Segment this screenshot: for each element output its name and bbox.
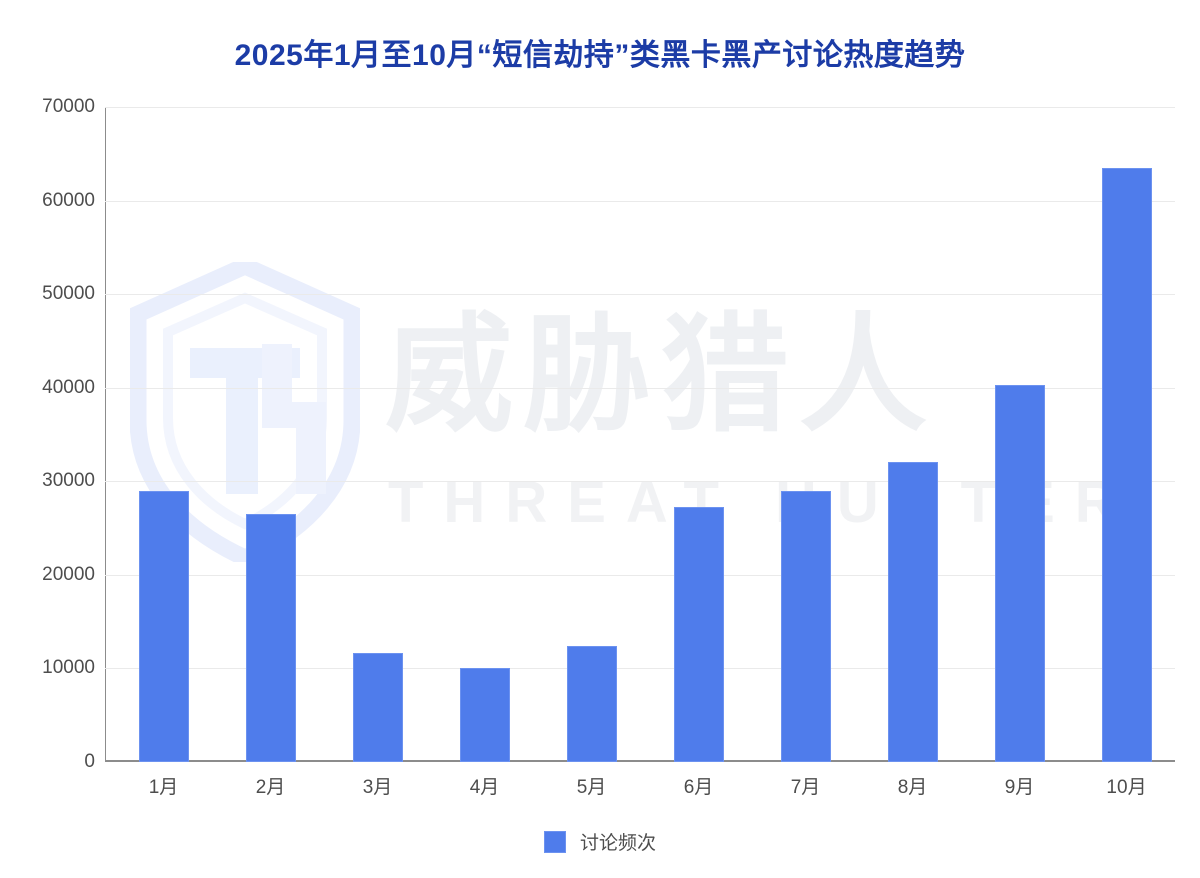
- gridline: [105, 200, 1175, 202]
- y-axis-tick-label: 20000: [42, 563, 95, 585]
- bar[interactable]: [1101, 167, 1152, 762]
- gridline: [105, 107, 1175, 108]
- x-axis-tick-label: 7月: [790, 777, 821, 798]
- bar[interactable]: [994, 384, 1045, 762]
- x-axis-tick-label: 10月: [1106, 777, 1147, 798]
- y-axis-tick-label: 30000: [42, 470, 95, 492]
- bar[interactable]: [138, 490, 189, 762]
- x-axis-tick-label: 6月: [683, 777, 714, 798]
- bar[interactable]: [780, 490, 831, 762]
- legend-swatch: [543, 830, 566, 853]
- legend-item[interactable]: 讨论频次: [543, 828, 656, 855]
- y-axis-tick-label: 50000: [42, 283, 95, 305]
- x-axis-tick-label: 9月: [1004, 777, 1035, 798]
- x-axis-line: [105, 760, 1175, 762]
- x-axis-tick-labels: 1月 2月 3月 4月 5月 6月 7月 8月 9月 10月: [105, 772, 1175, 806]
- bar[interactable]: [566, 645, 617, 762]
- x-axis-tick-label: 3月: [362, 777, 393, 798]
- gridline: [105, 294, 1175, 296]
- x-axis-tick-label: 4月: [469, 777, 500, 798]
- y-axis-tick-label: 10000: [42, 657, 95, 679]
- y-axis-tick-label: 70000: [42, 96, 95, 117]
- x-axis-tick-label: 8月: [897, 777, 928, 798]
- y-axis-tick-label: 60000: [42, 189, 95, 211]
- bar[interactable]: [887, 461, 938, 762]
- gridline: [105, 481, 1175, 483]
- bar[interactable]: [352, 652, 403, 762]
- x-axis-tick-label: 5月: [576, 777, 607, 798]
- bar[interactable]: [245, 514, 296, 762]
- bar[interactable]: [673, 506, 724, 762]
- y-axis-line: [105, 107, 106, 762]
- y-axis-tick-label: 0: [84, 751, 95, 772]
- legend-label: 讨论频次: [579, 833, 656, 854]
- x-axis-tick-label: 1月: [148, 777, 179, 798]
- y-axis-tick-label: 40000: [42, 376, 95, 398]
- gridline: [105, 574, 1175, 576]
- x-axis-tick-label: 2月: [255, 777, 286, 798]
- chart-title: 2025年1月至10月“短信劫持”类黑卡黑产讨论热度趋势: [234, 39, 966, 72]
- gridline: [105, 387, 1175, 389]
- bar[interactable]: [459, 667, 510, 762]
- chart-legend: 讨论频次: [0, 828, 1200, 855]
- plot-area: [105, 107, 1175, 762]
- y-axis-tick-labels: 0 10000 20000 30000 40000 50000 60000 70000: [0, 96, 95, 772]
- gridline: [105, 668, 1175, 670]
